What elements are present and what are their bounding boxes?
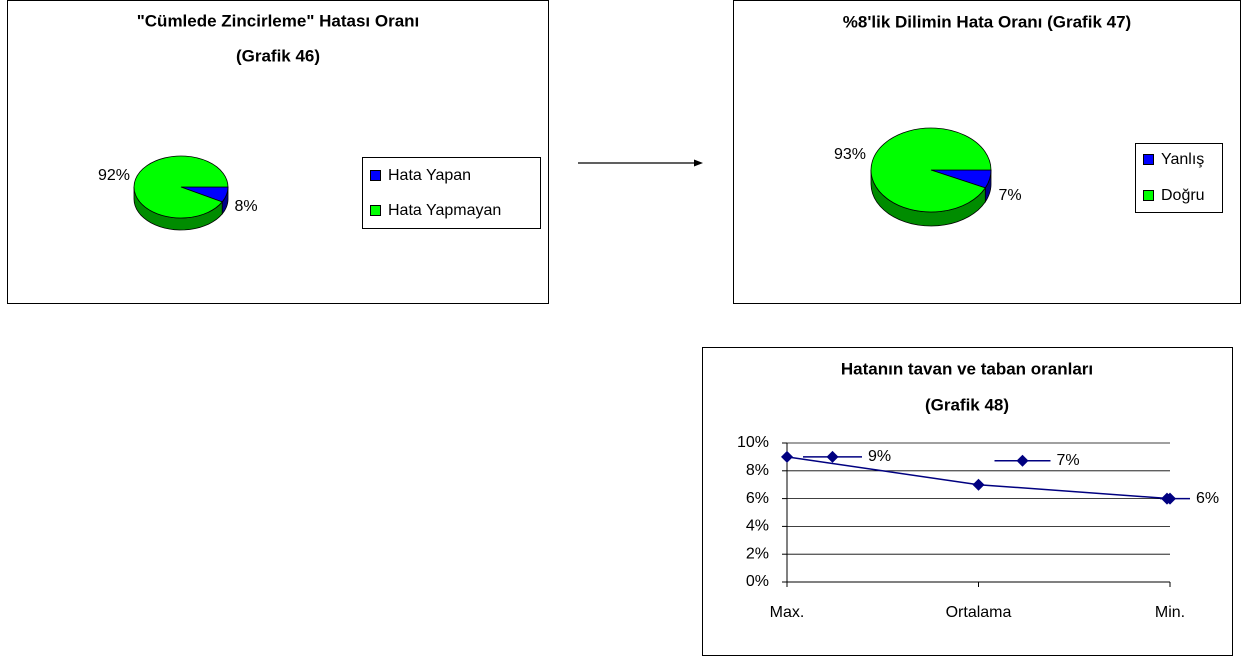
y-tick-label: 6%: [746, 490, 769, 507]
chart-title: "Cümlede Zincirleme" Hatası Oranı: [137, 11, 420, 30]
legend-label: Hata Yapmayan: [388, 202, 501, 219]
data-label: 8%: [234, 198, 257, 215]
legend-label: Doğru: [1161, 187, 1205, 204]
legend-label: Hata Yapan: [388, 167, 471, 184]
data-label: 6%: [1196, 490, 1219, 507]
marker: [781, 450, 793, 463]
legend-box: [362, 157, 541, 229]
x-tick-label: Max.: [770, 604, 805, 621]
chart-title: (Grafik 46): [236, 46, 320, 65]
legend-label: Yanlış: [1161, 151, 1204, 168]
chart-title: (Grafik 48): [925, 395, 1009, 414]
y-tick-label: 10%: [737, 434, 769, 451]
y-tick-label: 2%: [746, 545, 769, 562]
label-key: [1161, 492, 1173, 505]
legend-swatch: [1143, 154, 1154, 165]
chart-frame: [702, 347, 1233, 656]
y-tick-label: 0%: [746, 573, 769, 590]
label-key: [826, 450, 839, 463]
data-label: 7%: [1057, 452, 1080, 469]
y-tick-label: 8%: [746, 462, 769, 479]
chart-frame: [7, 0, 549, 304]
pie-slice: [133, 155, 229, 219]
data-label: 7%: [998, 187, 1021, 204]
data-label: 9%: [868, 448, 891, 465]
legend-swatch: [370, 170, 381, 181]
legend-swatch: [1143, 190, 1154, 201]
x-tick-label: Ortalama: [946, 604, 1012, 621]
pie-slice: [870, 127, 992, 213]
data-label: 93%: [834, 146, 866, 163]
arrow-head: [694, 159, 703, 167]
x-tick-label: Min.: [1155, 604, 1185, 621]
label-key: [1016, 454, 1029, 467]
legend-swatch: [370, 205, 381, 216]
marker: [972, 478, 985, 491]
data-label: 92%: [98, 167, 130, 184]
y-tick-label: 4%: [746, 518, 769, 535]
chart-title: Hatanın tavan ve taban oranları: [841, 359, 1093, 378]
chart-title: %8'lik Dilimin Hata Oranı (Grafik 47): [843, 12, 1131, 31]
